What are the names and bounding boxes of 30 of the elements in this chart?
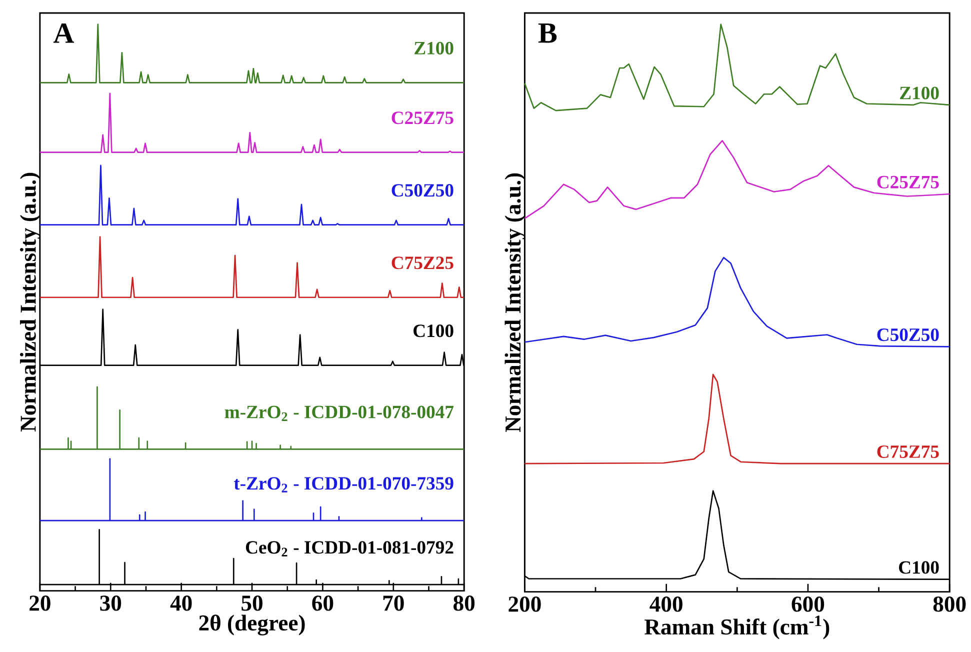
y-axis-title: Normalized Intensity (a.u.) <box>20 173 41 432</box>
y-axis-title: Normalized Intensity (a.u.) <box>504 174 526 432</box>
x-tick-label: 600 <box>792 596 824 612</box>
x-tick-label: 20 <box>30 596 50 611</box>
series-label: t-ZrO$_{2}$ - ICDD-01-070-7359 <box>234 477 454 493</box>
x-tick-label: 70 <box>383 596 404 611</box>
series-label: C25Z75 <box>392 112 454 124</box>
x-axis-title: Raman Shift (cm$^{-1}$) <box>644 616 830 640</box>
series-label: C100 <box>414 324 454 338</box>
series-label: C75Z25 <box>392 256 454 270</box>
series-label: C50Z50 <box>392 184 454 197</box>
series-label: C25Z75 <box>877 176 939 189</box>
x-tick-label: 60 <box>312 596 334 611</box>
x-tick-label: 30 <box>100 596 122 611</box>
annotation: A <box>53 24 74 43</box>
series-label: m-ZrO$_{2}$ - ICDD-01-078-0047 <box>224 406 454 422</box>
x-tick-label: 800 <box>933 596 966 612</box>
x-tick-label: 80 <box>454 596 475 611</box>
series-label: C100 <box>899 561 939 574</box>
series-label: C75Z75 <box>877 446 939 458</box>
series-label: CeO$_{2}$ - ICDD-01-081-0792 <box>246 541 454 557</box>
x-tick-label: 200 <box>508 596 541 612</box>
x-tick-label: 40 <box>170 596 192 611</box>
annotation: B <box>538 24 557 43</box>
x-axis-title: 2θ (degree) <box>199 614 305 636</box>
series-label: Z100 <box>900 86 939 100</box>
series-label: Z100 <box>414 42 454 55</box>
series-label: C50Z50 <box>877 328 939 342</box>
x-tick-label: 50 <box>242 596 262 611</box>
x-tick-label: 400 <box>650 596 682 612</box>
